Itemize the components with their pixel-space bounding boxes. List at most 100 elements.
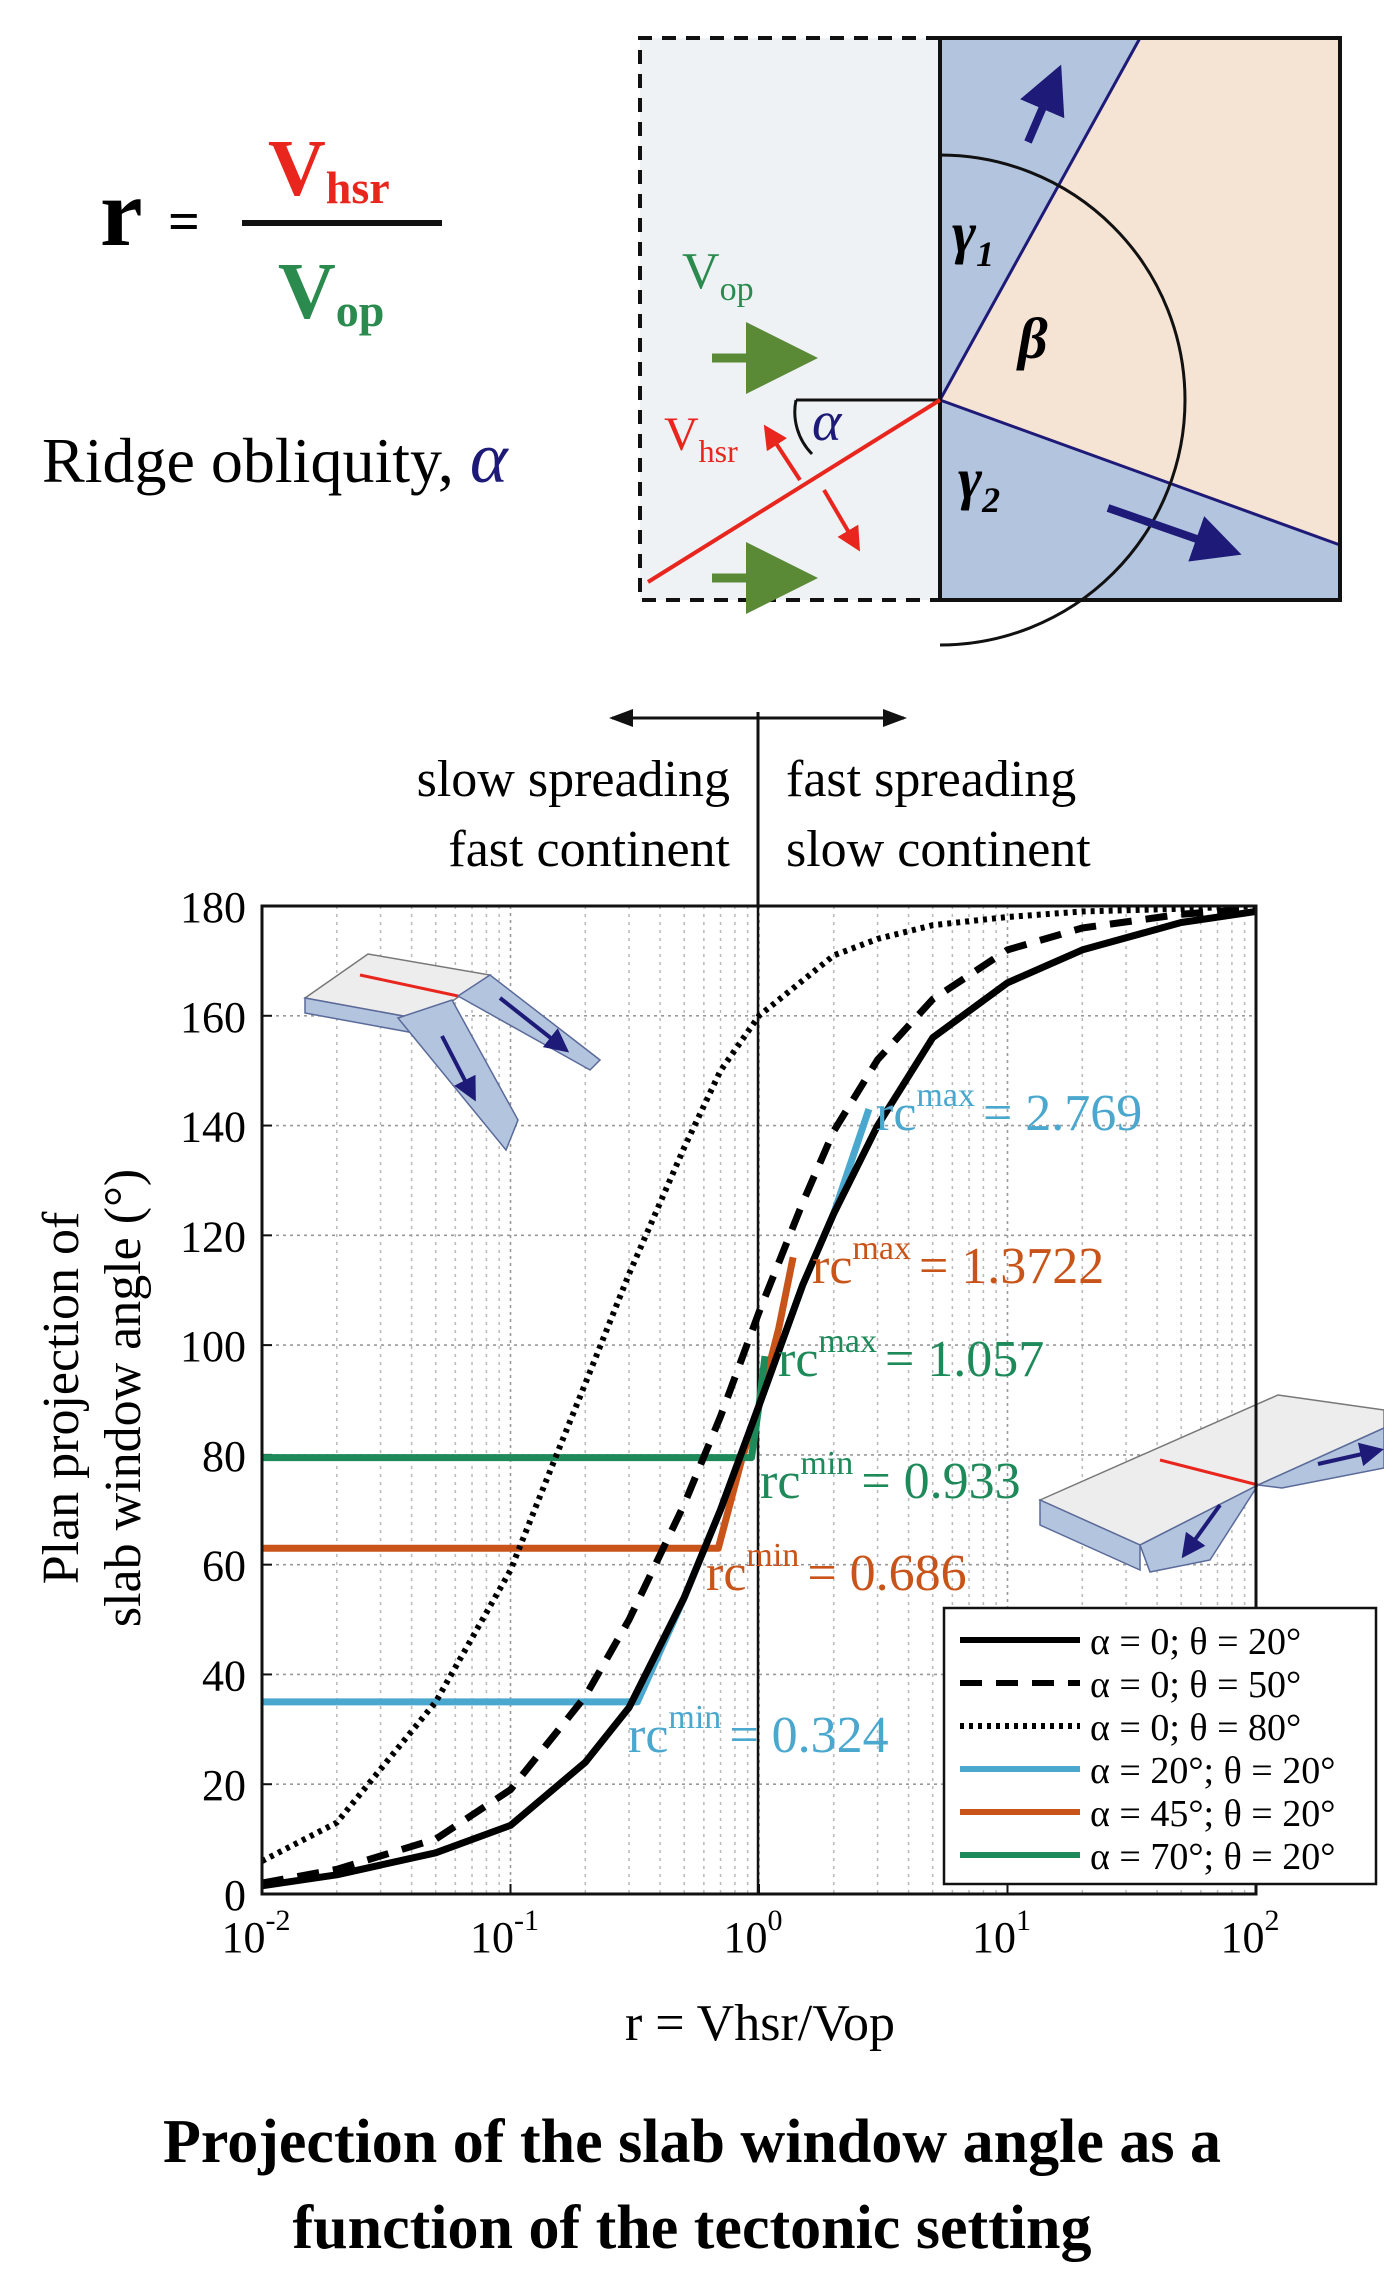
series-line-4 — [262, 1107, 873, 1706]
regime-left-line2: fast continent — [448, 821, 730, 878]
obliquity-label: Ridge obliquity, α — [42, 418, 509, 498]
x-tick-base: 10 — [972, 1913, 1016, 1962]
y-tick-label: 140 — [180, 1103, 246, 1152]
gamma1-sub: 1 — [976, 234, 994, 274]
y-axis-label: Plan projection of slab window angle (°) — [33, 1169, 152, 1627]
y-tick-label: 180 — [180, 883, 246, 932]
legend-label: α = 20°; θ = 20° — [1090, 1750, 1335, 1792]
y-axis-label-line2: slab window angle (°) — [95, 1169, 152, 1627]
vop-label: Vop — [682, 243, 754, 308]
formula-r: r — [100, 159, 143, 266]
inset2-plate-front — [1039, 1498, 1141, 1572]
regime-left-line1: slow spreading — [417, 751, 730, 808]
rc-annotation: rcmax = 1.057 — [778, 1323, 1044, 1388]
y-tick-label: 60 — [202, 1542, 246, 1591]
y-tick-label: 40 — [202, 1651, 246, 1700]
rc-base: rc — [628, 1707, 668, 1764]
y-axis-label-line1: Plan projection of — [33, 1211, 90, 1584]
ocean-plate — [640, 38, 940, 600]
vhsr-v: V — [664, 408, 699, 461]
x-tick-exponent: -2 — [266, 1904, 291, 1937]
rc-base: rc — [778, 1331, 818, 1388]
denominator-v: V — [278, 248, 336, 336]
inset-arrow-down — [440, 1035, 476, 1102]
rc-value: = 0.324 — [729, 1707, 888, 1764]
caption-line1: Projection of the slab window angle as a — [163, 2108, 1221, 2176]
rc-value: = 0.933 — [861, 1453, 1020, 1510]
ridge-line — [646, 398, 942, 584]
rc-value: = 1.057 — [885, 1331, 1044, 1388]
rc-sup: min — [668, 1699, 721, 1736]
x-tick-label: 10-1 — [470, 1904, 539, 1962]
x-tick-base: 10 — [470, 1913, 514, 1962]
y-tick-label: 20 — [202, 1761, 246, 1810]
rc-annotation: rcmax = 2.769 — [876, 1077, 1142, 1142]
rc-base: rc — [812, 1238, 852, 1295]
inset2-arrow-down — [1181, 1503, 1222, 1559]
slab-edge-upper — [938, 37, 1142, 401]
x-tick-base: 10 — [222, 1913, 266, 1962]
rc-annotation: rcmin = 0.324 — [628, 1699, 889, 1764]
legend: α = 0; θ = 20°α = 0; θ = 50°α = 0; θ = 8… — [942, 1606, 1378, 1886]
legend-label: α = 45°; θ = 20° — [1090, 1793, 1335, 1835]
x-axis-label: r = Vhsr/Vop — [625, 1995, 895, 2052]
legend-label: α = 0; θ = 20° — [1090, 1621, 1301, 1663]
angle-arc — [939, 153, 1187, 647]
vhsr-arrow-down — [822, 488, 861, 552]
rc-base: rc — [876, 1085, 916, 1142]
series-line-1 — [262, 908, 1256, 1890]
y-tick-label: 100 — [180, 1322, 246, 1371]
rc-annotation: rcmin = 0.686 — [706, 1537, 967, 1602]
rc-sup: max — [916, 1077, 975, 1114]
numerator-sub: hsr — [326, 162, 390, 213]
x-tick-exponent: 2 — [1265, 1904, 1280, 1937]
formula-denominator: Vop — [278, 248, 384, 336]
inset2-slab-right — [1255, 1427, 1384, 1489]
rc-value: = 1.3722 — [919, 1238, 1104, 1295]
y-tick-label: 120 — [180, 1212, 246, 1261]
slab-inset-lower-right — [1038, 1394, 1384, 1573]
gamma1-g: γ — [952, 200, 977, 265]
obliquity-alpha: α — [470, 418, 509, 498]
formula-equals: = — [168, 191, 200, 253]
rc-sup: max — [852, 1230, 911, 1267]
y-tick-label: 160 — [180, 993, 246, 1042]
y-tick-label: 0 — [224, 1871, 246, 1920]
x-tick-labels: 10-2 10-1 100 101 102 — [222, 1884, 1280, 1962]
x-tick-label: 100 — [724, 1904, 783, 1962]
rc-sup: min — [746, 1537, 799, 1574]
x-tick-exponent: 1 — [1016, 1904, 1031, 1937]
legend-label: α = 0; θ = 80° — [1090, 1707, 1301, 1749]
gamma1-label: γ1 — [952, 200, 994, 274]
obliquity-text: Ridge obliquity, — [42, 425, 470, 496]
rc-annotation: rcmin = 0.933 — [760, 1445, 1021, 1510]
continent-border — [938, 36, 1342, 602]
regime-header: slow spreading fast continent fast sprea… — [417, 709, 1091, 906]
series-line-6 — [262, 1355, 769, 1462]
y-tick-labels: 0 20 40 60 80 100 120 140 160 180 — [180, 883, 272, 1920]
rc-base: rc — [760, 1453, 800, 1510]
regime-right-line1: fast spreading — [786, 751, 1076, 808]
series-line-2 — [262, 906, 1256, 1887]
continent — [940, 38, 1340, 545]
x-tick-base: 10 — [1221, 1913, 1265, 1962]
inset-arrow-right — [498, 996, 570, 1053]
alpha-arc — [793, 398, 940, 456]
inset2-ridge — [1159, 1458, 1259, 1487]
gamma2-label: γ2 — [958, 446, 1000, 520]
slab-edge-lower — [939, 398, 1341, 547]
rc-annotation: rcmax = 1.3722 — [812, 1230, 1104, 1295]
denominator-sub: op — [336, 285, 385, 336]
rc-value: = 2.769 — [983, 1085, 1142, 1142]
inset-slab-down — [396, 999, 519, 1152]
vhsr-label: Vhsr — [664, 408, 738, 469]
x-tick-base: 10 — [724, 1913, 768, 1962]
gamma2-g: γ — [958, 446, 983, 511]
rc-base: rc — [706, 1545, 746, 1602]
y-tick-label: 80 — [202, 1432, 246, 1481]
inset-ridge — [359, 973, 459, 998]
alpha-label: α — [812, 391, 843, 453]
